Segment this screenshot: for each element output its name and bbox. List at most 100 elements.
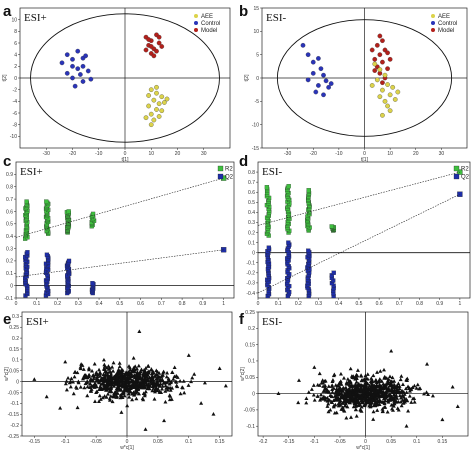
loading-point — [398, 395, 403, 400]
regression-line-q2 — [257, 193, 461, 294]
loading-point — [91, 383, 96, 388]
x-tick-label: 0.1 — [413, 439, 420, 445]
loading-point — [362, 403, 367, 407]
point-control — [83, 53, 88, 59]
loading-point — [178, 378, 183, 383]
x-tick-label: -0.2 — [259, 439, 268, 445]
point-model — [380, 38, 385, 44]
y-tick-label: 0.05 — [9, 369, 19, 375]
loading-point — [174, 373, 179, 378]
x-tick-label: 0.4 — [96, 301, 103, 307]
loading-point — [381, 381, 386, 386]
panel-label-d: d — [239, 153, 248, 170]
point-aee — [369, 83, 375, 88]
plot-frame — [15, 161, 235, 299]
loading-point — [386, 388, 391, 393]
loading-point — [353, 404, 358, 408]
loading-point — [352, 400, 357, 404]
loading-point — [164, 374, 169, 379]
loading-point — [152, 396, 157, 401]
legend-label-aee: AEE — [438, 14, 450, 20]
x-tick-label: -10 — [335, 151, 342, 157]
loading-point — [386, 381, 391, 386]
loading-point — [130, 397, 135, 402]
loading-point — [331, 403, 336, 408]
panel-label-f: f — [239, 311, 245, 328]
mode-label: ESI+ — [26, 316, 49, 328]
y-tick-label: -0.1 — [246, 424, 255, 430]
loading-point — [141, 371, 146, 376]
loading-point — [149, 379, 154, 383]
loading-point — [139, 385, 144, 390]
x-tick-label: 0.2 — [54, 301, 61, 307]
loading-point — [90, 368, 95, 373]
point-q2 — [25, 250, 30, 255]
y-tick-label: 0.5 — [6, 222, 13, 228]
point-model — [148, 44, 154, 49]
loading-point — [100, 377, 105, 381]
point-control — [75, 48, 81, 54]
point-control — [323, 78, 329, 84]
point-aee — [392, 97, 398, 102]
y-tick-label: -5 — [255, 99, 260, 105]
loading-point — [133, 364, 138, 368]
point-aee — [154, 84, 159, 90]
point-aee — [148, 111, 154, 117]
loading-point — [406, 408, 411, 413]
point-control — [88, 76, 94, 82]
point-aee — [377, 67, 383, 72]
loading-point — [320, 378, 325, 382]
y-axis-label: w*c[2] — [4, 367, 10, 381]
y-tick-label: -0.05 — [244, 408, 256, 414]
legend-marker-q2 — [453, 173, 460, 180]
y-tick-label: 8 — [14, 29, 17, 35]
point-control — [321, 92, 326, 98]
confidence-ellipse — [30, 13, 220, 143]
loading-point — [381, 367, 386, 372]
loading-point — [346, 387, 351, 392]
loading-point — [373, 377, 378, 382]
loading-point — [172, 365, 177, 369]
legend-label-r2: R2 — [225, 167, 233, 173]
loading-point — [127, 395, 132, 399]
loading-point — [405, 398, 410, 403]
loading-point — [93, 382, 98, 386]
loading-point — [330, 400, 335, 405]
loading-point — [409, 400, 414, 404]
legend-label-control: Control — [201, 21, 220, 27]
loading-point — [328, 407, 333, 412]
loading-point — [375, 408, 380, 412]
legend-label-q2: Q2 — [225, 175, 234, 181]
loading-point — [108, 394, 113, 398]
loading-point — [371, 388, 376, 393]
y-tick-label: 0 — [256, 76, 259, 82]
loading-point — [343, 394, 348, 399]
loading-point — [181, 379, 186, 383]
loading-point — [359, 383, 364, 387]
point-model — [159, 44, 165, 49]
panel-label-e: e — [3, 311, 11, 328]
loading-point — [126, 371, 131, 375]
panel-label-a: a — [3, 3, 12, 20]
point-model — [372, 68, 378, 73]
panel-c-permutation-plot: 0 0.1 0.2 0.3 0.4 0.5 0.6 0.7 0.8 0.9 1-0.100.10.2… — [4, 161, 235, 307]
y-tick-label: 0.4 — [6, 234, 13, 240]
loading-point — [142, 393, 147, 398]
loading-point — [386, 377, 391, 381]
loading-point — [136, 372, 141, 377]
loading-point — [324, 387, 329, 391]
point-aee — [154, 107, 159, 112]
loading-point — [158, 378, 163, 383]
legend-label-aee: AEE — [201, 14, 213, 20]
legend-marker-aee — [431, 14, 435, 18]
y-tick-label: 10 — [11, 17, 17, 23]
loading-point — [127, 383, 132, 387]
loading-point — [342, 398, 347, 402]
loading-point — [325, 404, 330, 408]
loading-point — [145, 386, 150, 390]
loading-point — [354, 413, 359, 418]
loading-point — [349, 383, 354, 387]
loading-point — [121, 376, 126, 381]
y-axis-label: t[2] — [2, 74, 8, 82]
loading-point — [296, 400, 301, 405]
